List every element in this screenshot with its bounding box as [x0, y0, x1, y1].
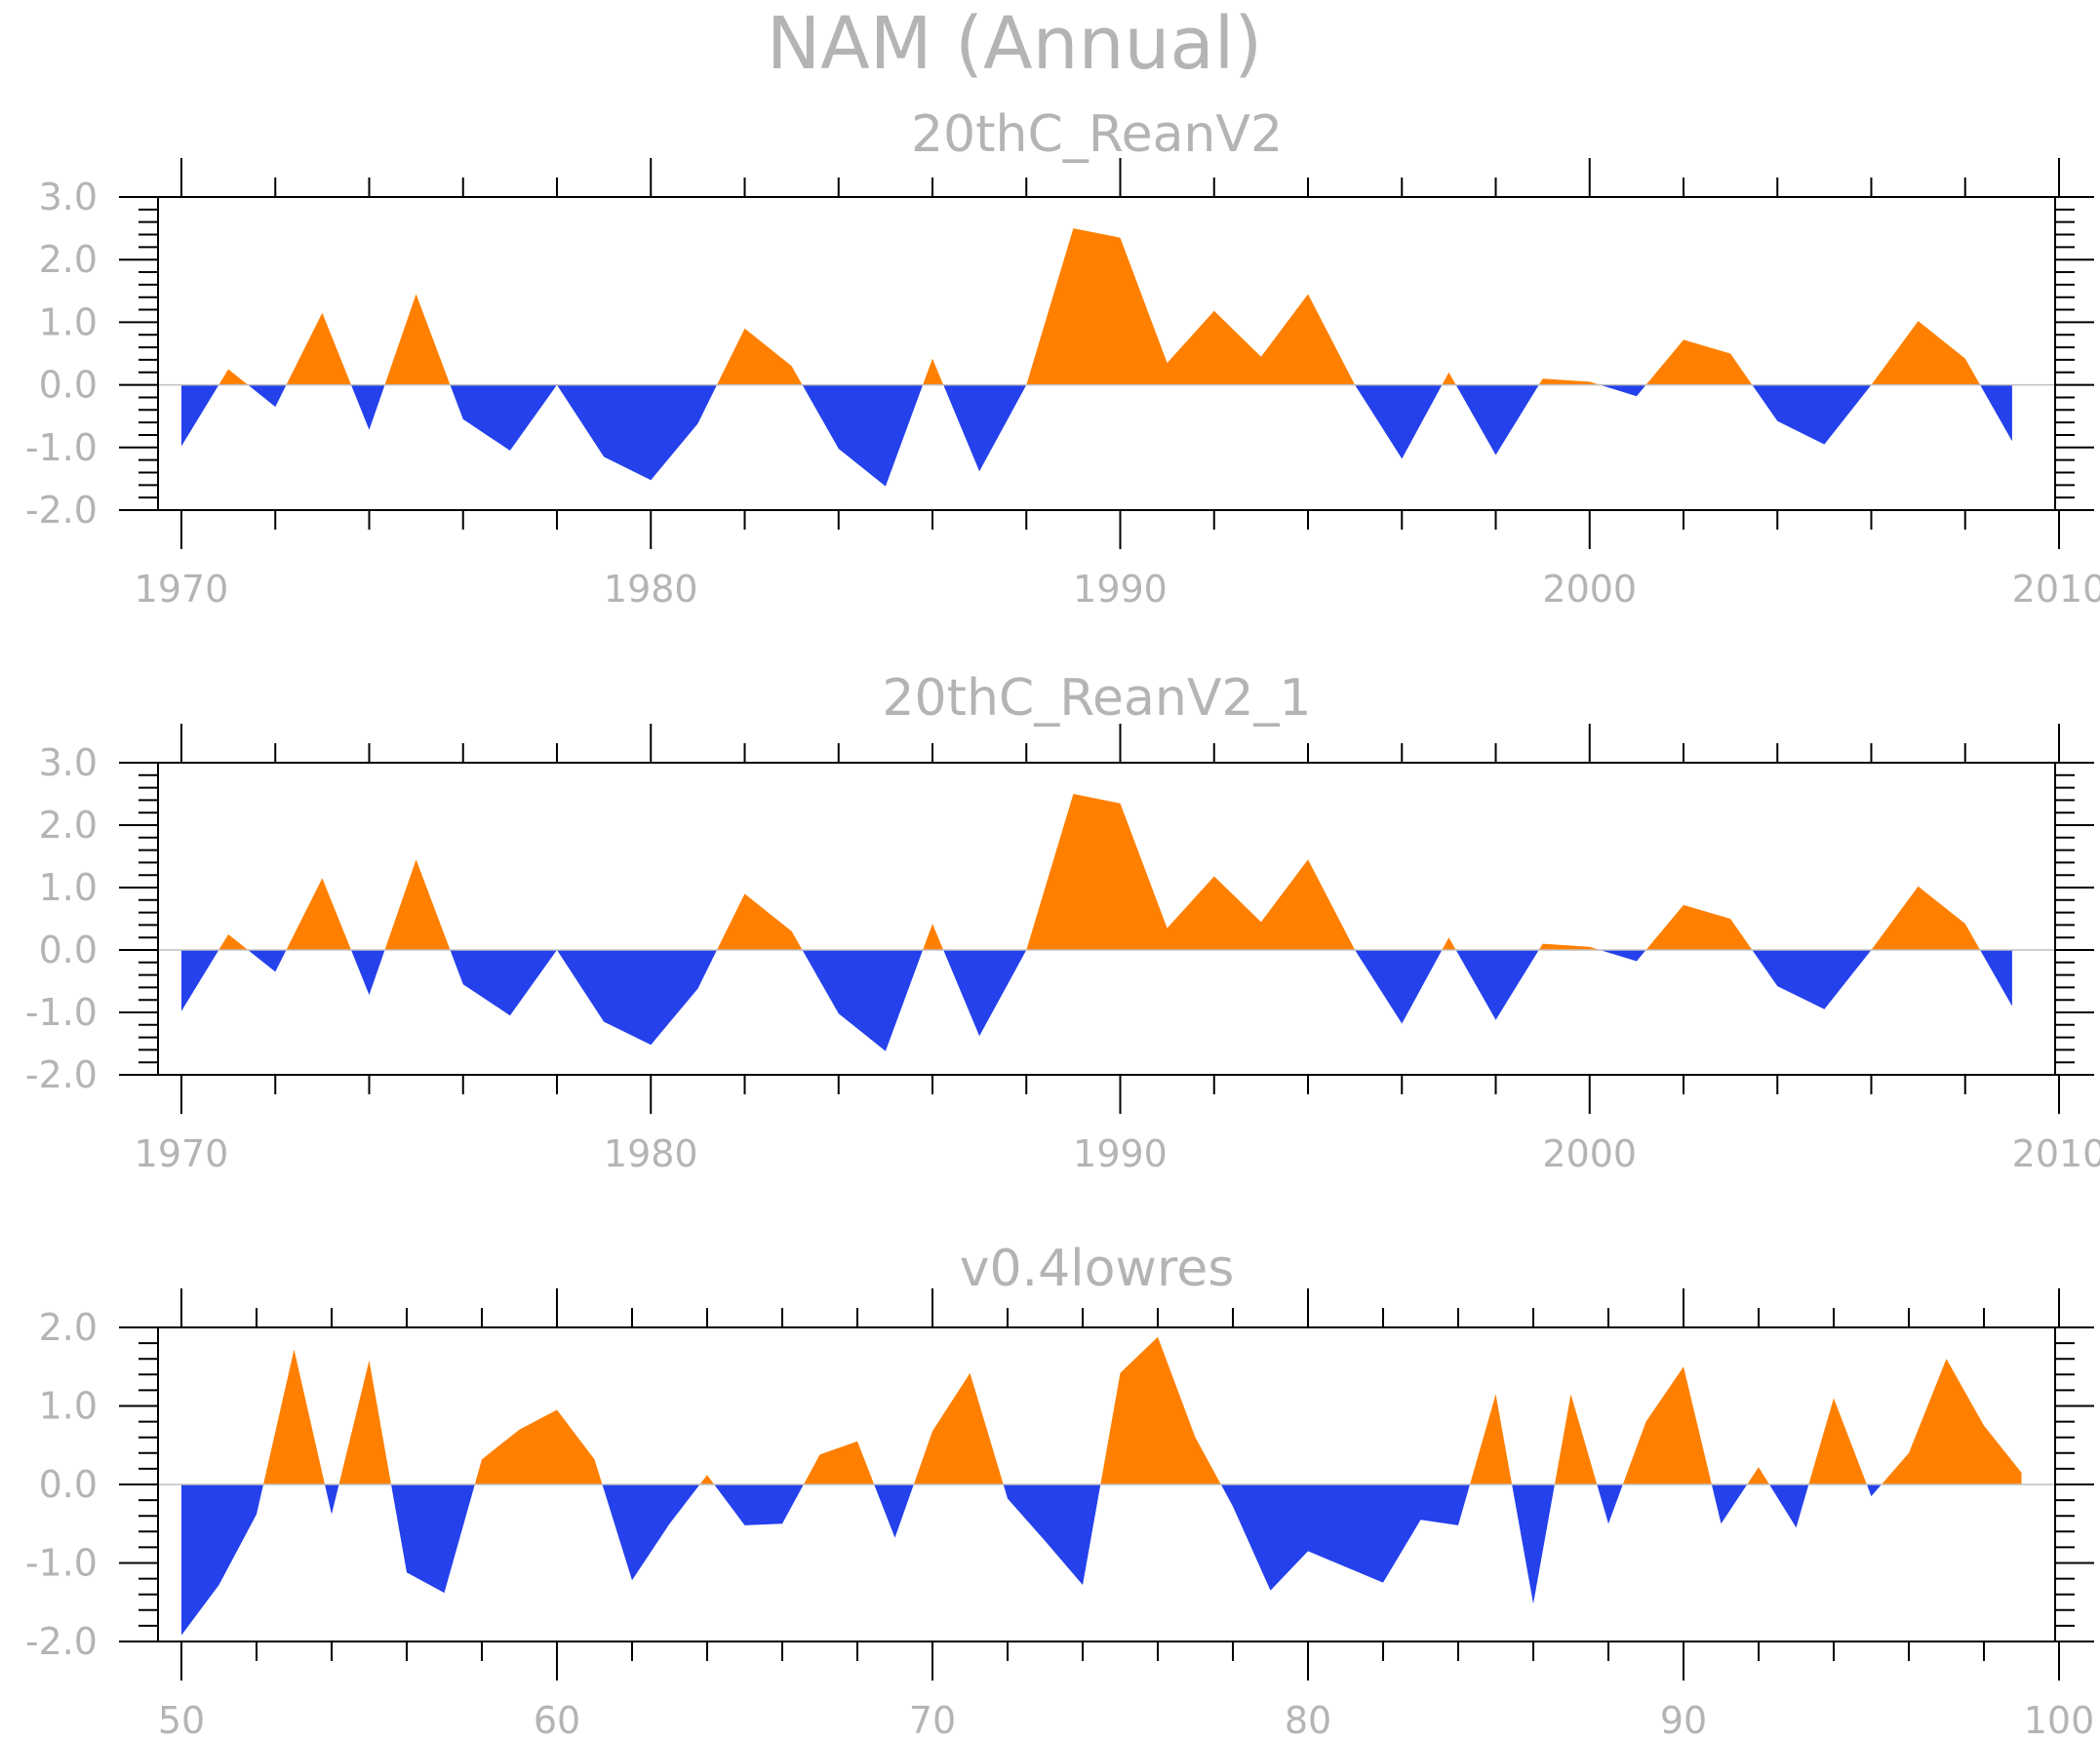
y-tick-label: 0.0 [39, 1463, 98, 1506]
y-tick-label: 0.0 [39, 929, 98, 971]
x-tick-label: 2000 [1542, 1132, 1637, 1175]
x-tick-label: 1990 [1073, 568, 1168, 611]
chart-panel-1: 20thC_ReanV2 1970 1980 1990 2000 2010 -2.0 -1.0… [25, 105, 2100, 611]
y-tick-label: -1.0 [25, 991, 98, 1034]
y-tick-label: -1.0 [25, 1542, 98, 1585]
x-tick-label: 60 [534, 1699, 580, 1740]
plot-frame [157, 196, 2056, 511]
y-tick-label: 0.0 [39, 364, 98, 407]
x-tick-label: 1980 [604, 1132, 698, 1175]
x-tick-label: 2010 [2012, 1132, 2100, 1175]
y-tick-label: 1.0 [39, 866, 98, 909]
x-tick-label: 2010 [2012, 568, 2100, 611]
panel-title: 20thC_ReanV2_1 [882, 669, 1311, 728]
x-tick-label: 80 [1285, 1699, 1331, 1740]
x-tick-label: 1970 [135, 568, 229, 611]
x-tick-label: 90 [1660, 1699, 1707, 1740]
negative-area [181, 384, 2012, 487]
x-tick-label: 1970 [135, 1132, 229, 1175]
y-tick-label: 1.0 [39, 1385, 98, 1428]
panel-title: v0.4lowres [960, 1240, 1235, 1298]
positive-area [181, 794, 2012, 950]
negative-area [181, 1484, 2022, 1636]
chart-panel-2: 20thC_ReanV2_1 1970 1980 1990 2000 2010 -2.0 -1… [25, 669, 2100, 1175]
plot-frame [157, 762, 2056, 1076]
y-tick-label: -2.0 [25, 1053, 98, 1096]
x-tick-label: 1990 [1073, 1132, 1168, 1175]
positive-area [181, 1336, 2022, 1484]
positive-area [181, 228, 2012, 385]
y-tick-label: -2.0 [25, 489, 98, 532]
x-tick-label: 1980 [604, 568, 698, 611]
y-tick-label: 2.0 [39, 804, 98, 847]
figure-title: NAM (Annual) [767, 2, 1262, 86]
y-tick-label: -1.0 [25, 426, 98, 469]
y-tick-label: 2.0 [39, 238, 98, 281]
x-tick-label: 70 [909, 1699, 956, 1740]
panel-title: 20thC_ReanV2 [911, 105, 1283, 164]
negative-area [181, 950, 2012, 1051]
x-tick-label: 100 [2024, 1699, 2095, 1740]
y-tick-label: 3.0 [39, 176, 98, 218]
x-tick-label: 50 [158, 1699, 205, 1740]
y-tick-label: 2.0 [39, 1306, 98, 1349]
x-tick-label: 2000 [1542, 568, 1637, 611]
y-tick-label: 1.0 [39, 300, 98, 343]
chart-panel-3: v0.4lowres 50 60 70 80 90 100 -2.0 -1.0 0.0 1.0 2.0 [25, 1240, 2094, 1740]
y-tick-label: -2.0 [25, 1620, 98, 1663]
y-tick-label: 3.0 [39, 741, 98, 784]
